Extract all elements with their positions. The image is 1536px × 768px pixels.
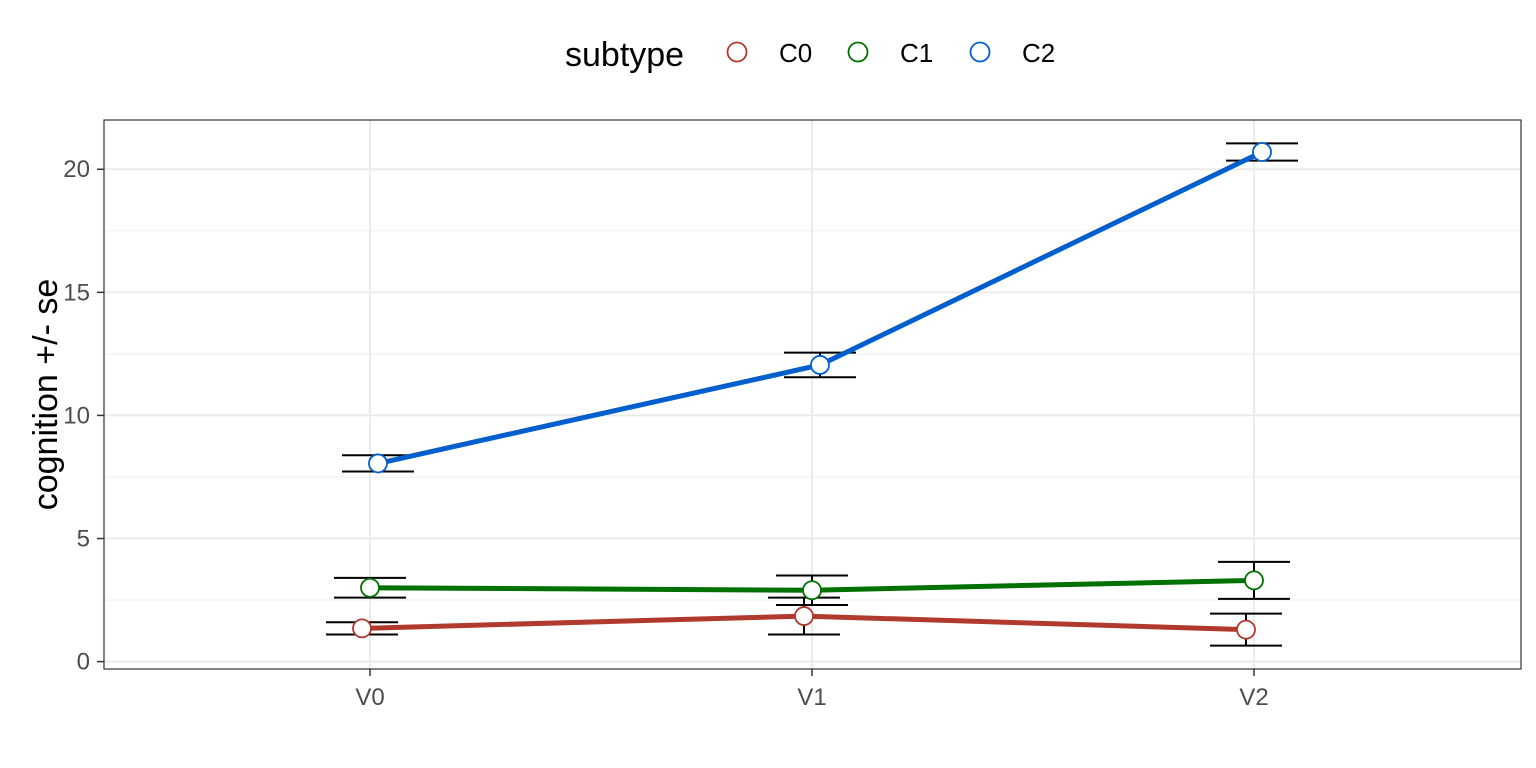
legend-label-c1: C1	[900, 38, 933, 68]
legend-key-c0	[726, 41, 748, 63]
legend-key-c1	[847, 41, 869, 63]
data-point-c1	[1244, 570, 1264, 591]
legend-label-c2: C2	[1022, 38, 1055, 68]
data-point-c2	[1252, 142, 1272, 162]
data-point-c2	[810, 355, 830, 375]
x-tick-label: V1	[797, 684, 826, 711]
y-tick-label: 20	[63, 156, 90, 183]
data-point-c0	[794, 606, 814, 626]
grid-layer	[104, 120, 1521, 669]
data-point-c1	[802, 580, 822, 601]
data-point-c2	[368, 453, 388, 474]
legend-item-c0: C0	[726, 38, 812, 68]
data-point-c1	[360, 577, 380, 598]
y-axis-title: cognition +/- se	[27, 279, 65, 511]
legend-label-c0: C0	[779, 38, 812, 68]
legend-title: subtype	[565, 36, 684, 74]
x-tick-label: V0	[355, 684, 384, 711]
series-line-c2	[377, 149, 1264, 466]
data-point-c0	[352, 618, 372, 639]
legend-item-c1: C1	[847, 38, 933, 68]
legend-item-c2: C2	[969, 38, 1055, 68]
legend: subtype C0 C1 C2	[565, 36, 1055, 74]
points-layer	[352, 142, 1272, 640]
axis-layer: 0 5 10 15 20 V0 V1 V2	[63, 156, 1268, 711]
y-tick-label: 15	[63, 279, 90, 306]
legend-key-c2	[969, 41, 991, 63]
y-tick-label: 5	[77, 526, 90, 553]
data-point-c0	[1236, 619, 1256, 640]
x-tick-label: V2	[1239, 684, 1268, 711]
y-tick-label: 0	[77, 649, 90, 676]
y-tick-label: 10	[63, 402, 90, 429]
